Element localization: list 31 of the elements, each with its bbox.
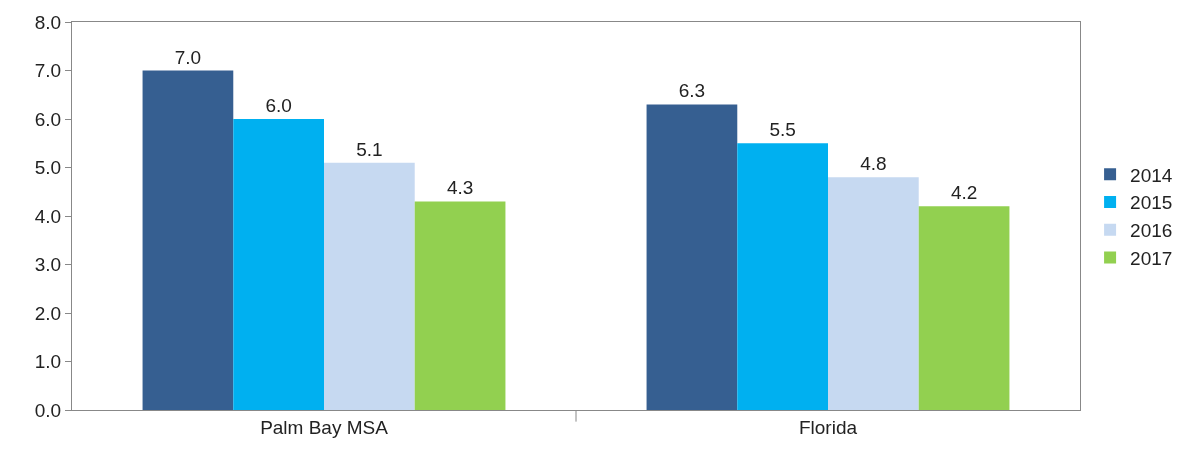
y-tick-label: 3.0 (34, 254, 62, 276)
legend-label: 2014 (1130, 164, 1173, 186)
data-label: 4.8 (860, 153, 887, 175)
y-tick-label: 6.0 (34, 108, 62, 130)
y-tick-label: 7.0 (34, 60, 62, 82)
y-tick-label: 1.0 (34, 351, 62, 373)
bar (918, 206, 1010, 410)
bar (414, 201, 506, 410)
y-tick-label: 8.0 (34, 11, 62, 33)
bar (646, 104, 738, 410)
bar (828, 177, 919, 410)
bar (233, 119, 324, 410)
y-tick-label: 0.0 (34, 399, 62, 421)
data-label: 6.3 (678, 80, 706, 102)
data-label: 5.5 (769, 119, 796, 141)
data-label: 7.0 (174, 46, 202, 68)
bar (324, 162, 415, 410)
data-label: 4.2 (950, 182, 978, 204)
bar (142, 70, 234, 410)
y-tick-label: 2.0 (34, 302, 62, 324)
data-label: 4.3 (446, 177, 474, 199)
bar (737, 143, 828, 410)
legend-label: 2017 (1130, 247, 1173, 269)
legend-label: 2015 (1130, 192, 1173, 214)
legend-label: 2016 (1130, 220, 1173, 242)
x-tick-label: Palm Bay MSA (260, 416, 389, 438)
data-label: 5.1 (356, 138, 383, 160)
x-tick-label: Florida (798, 416, 858, 438)
y-tick-label: 5.0 (34, 157, 62, 179)
data-label: 6.0 (265, 95, 292, 116)
y-tick-label: 4.0 (34, 205, 62, 227)
